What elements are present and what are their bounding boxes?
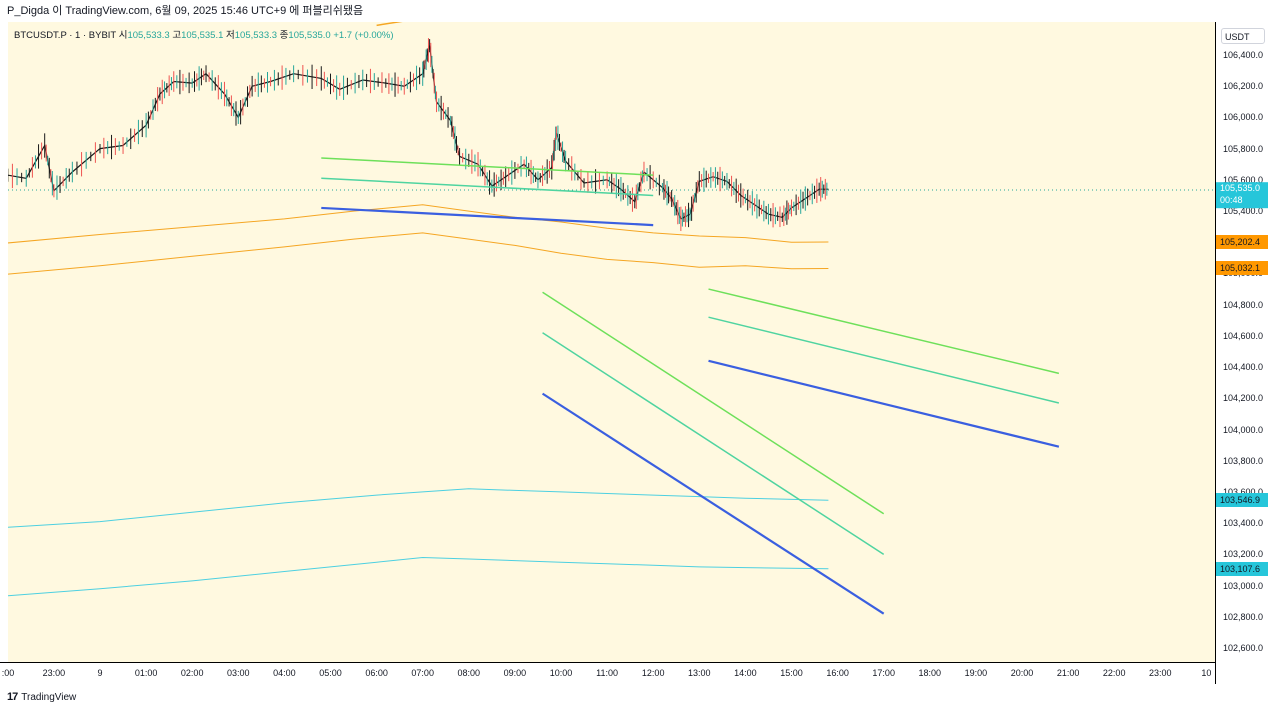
band-line-cyan-step-upper — [8, 488, 829, 528]
time-tick-label: 14:00 — [734, 668, 757, 678]
price-tick-label: 106,000.0 — [1223, 112, 1264, 123]
price-tick-label: 102,600.0 — [1223, 643, 1264, 653]
time-tick-label: 10:00 — [549, 668, 573, 678]
trendline-5 — [541, 392, 885, 615]
time-tick-label: 01:00 — [134, 668, 158, 678]
price-tag-value: 105,535.0 — [1220, 183, 1261, 194]
symbol-name: BTCUSDT.P · 1 · BYBIT — [14, 30, 117, 41]
high-value: 105,535.1 — [181, 30, 224, 41]
price-tick-label: 103,200.0 — [1223, 549, 1264, 560]
trendline-3 — [542, 291, 885, 515]
time-tick-label: 03:00 — [227, 668, 250, 678]
change-value: +1.7 (+0.00%) — [333, 30, 394, 41]
price-tag: 105,535.0 00:48 — [1216, 182, 1268, 209]
price-tag: 105,202.4 — [1216, 234, 1268, 249]
price-tag-value: 103,107.6 — [1220, 563, 1261, 574]
low-label: 저 — [226, 30, 235, 41]
band-line-cyan-step-lower — [8, 556, 829, 597]
chart-plot-area[interactable] — [8, 22, 1215, 662]
time-tick-label: 02:00 — [180, 668, 204, 678]
trendline-2 — [321, 206, 654, 227]
price-tick-label: 106,200.0 — [1223, 81, 1264, 92]
price-tick-label: 102,800.0 — [1223, 611, 1264, 622]
time-tick-label: 16:00 — [826, 668, 849, 678]
footer-brand: TradingView — [21, 691, 77, 703]
time-tick-label: 05:00 — [319, 668, 342, 678]
time-tick-label: 07:00 — [411, 668, 434, 678]
time-tick-label: 22:00 — [1102, 668, 1126, 678]
price-tag: 103,107.6 — [1216, 561, 1268, 576]
time-tick-label: 12:00 — [641, 668, 665, 678]
low-value: 105,533.3 — [234, 30, 278, 41]
trendline-9 — [376, 22, 403, 27]
price-tag-value: 105,202.4 — [1220, 236, 1261, 247]
footer: 17 TradingView — [7, 691, 76, 703]
price-tag: 105,032.1 — [1216, 261, 1268, 276]
price-tag-value: 105,032.1 — [1220, 263, 1261, 274]
open-value: 105,533.3 — [127, 30, 170, 41]
close-value: 105,535.0 — [288, 30, 331, 41]
time-tick-label: 08:00 — [457, 668, 481, 678]
close-label: 종 — [279, 30, 289, 41]
time-tick-label: 11:00 — [596, 668, 619, 678]
chart-svg[interactable] — [8, 22, 1215, 662]
price-tick-label: 103,800.0 — [1223, 455, 1264, 466]
trendline-1 — [321, 177, 654, 197]
time-axis[interactable] — [0, 662, 1215, 685]
trendline-0 — [321, 157, 654, 176]
price-tag: 103,546.9 — [1216, 493, 1268, 508]
trendline-6 — [708, 288, 1060, 375]
time-tick-label: 9 — [97, 668, 103, 678]
publish-header: P_Digda 이 TradingView.com, 6월 09, 2025 1… — [7, 5, 364, 17]
price-tick-label: 105,600.0 — [1223, 174, 1264, 185]
time-tick-label: 10 — [1201, 668, 1212, 678]
time-tick-label: 17:00 — [872, 668, 895, 678]
time-tick-label: 09:00 — [503, 668, 527, 678]
time-tick-label: 20:00 — [1010, 668, 1034, 678]
price-tick-label: 103,600.0 — [1223, 486, 1264, 497]
price-tick-label: 106,400.0 — [1223, 50, 1264, 60]
open-label: 시 — [118, 30, 128, 41]
price-tick-label: 104,400.0 — [1223, 362, 1264, 373]
high-label: 고 — [172, 30, 182, 41]
price-tick-label: 105,800.0 — [1223, 143, 1264, 154]
time-tick-label: 23:00 — [42, 668, 66, 678]
time-tick-label: 21:00 — [1056, 668, 1080, 678]
band-line-orange-band-upper — [8, 204, 829, 244]
price-tag-value: 103,546.9 — [1220, 495, 1261, 506]
time-tick-label: 06:00 — [365, 668, 388, 678]
trendline-4 — [542, 332, 885, 555]
price-tick-label: 103,000.0 — [1223, 580, 1264, 591]
tradingview-logo-icon: 17 — [7, 691, 18, 703]
time-tick-label: 18:00 — [918, 668, 942, 678]
time-tick-label: 23:00 — [1149, 668, 1172, 678]
price-tick-label: 105,400.0 — [1223, 206, 1264, 217]
price-tick-label: 104,200.0 — [1223, 393, 1264, 404]
price-tick-label: 104,000.0 — [1223, 424, 1264, 435]
time-tick-label: 15:00 — [780, 668, 803, 678]
price-tag-countdown: 00:48 — [1220, 195, 1243, 206]
time-tick-label: 19:00 — [964, 668, 988, 678]
trendline-8 — [708, 359, 1060, 448]
trendline-7 — [708, 316, 1060, 404]
time-tick-label: 04:00 — [273, 668, 296, 678]
symbol-legend: BTCUSDT.P · 1 · BYBIT 시105,533.3 고105,53… — [14, 27, 394, 41]
band-line-orange-band-lower — [8, 232, 829, 275]
price-tick-label: 104,800.0 — [1223, 299, 1264, 310]
time-tick-label: 13:00 — [688, 668, 711, 678]
time-tick-label: :00 — [1, 668, 15, 678]
price-tick-label: 103,400.0 — [1223, 518, 1264, 529]
price-tick-label: 104,600.0 — [1223, 330, 1264, 341]
currency-label[interactable]: USDT — [1221, 28, 1265, 44]
